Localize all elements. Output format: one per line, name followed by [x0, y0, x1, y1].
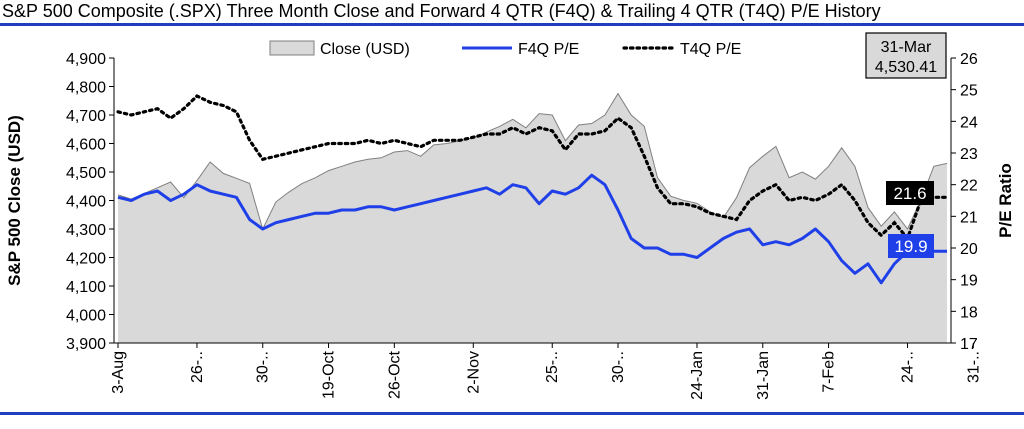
right-tick-label: 21: [960, 209, 978, 226]
right-tick-label: 25: [960, 83, 978, 100]
legend-close-swatch: [269, 40, 315, 56]
callout-value: 4,530.41: [875, 59, 937, 76]
right-tick-label: 17: [960, 336, 978, 353]
legend-f4q-label: F4Q P/E: [518, 41, 579, 58]
f4q-last-label-box: [888, 234, 934, 258]
left-axis-title: S&P 500 Close (USD): [5, 115, 24, 286]
left-tick-label: 4,200: [66, 251, 106, 268]
left-tick-label: 4,000: [66, 308, 106, 325]
chart-title: S&P 500 Composite (.SPX) Three Month Clo…: [2, 1, 881, 21]
legend-close-label: Close (USD): [320, 41, 410, 58]
x-tick-label: 24-..: [900, 351, 917, 383]
x-tick-label: 3-Aug: [110, 351, 127, 394]
left-tick-label: 4,300: [66, 222, 106, 239]
right-tick-label: 20: [960, 241, 978, 258]
x-tick-label: 7-Feb: [821, 351, 838, 393]
bottom-rule: [0, 412, 1024, 415]
x-tick-label: 31-..: [965, 351, 982, 383]
t4q-last-label-box: [886, 181, 934, 205]
t4q-line: [116, 94, 949, 242]
right-tick-label: 19: [960, 273, 978, 290]
right-tick-label: 18: [960, 304, 978, 321]
close-area: [118, 93, 947, 343]
top-rule: [0, 23, 1024, 26]
right-tick-label: 23: [960, 146, 978, 163]
x-tick-label: 30-..: [610, 351, 627, 383]
f4q-line: [117, 173, 947, 285]
left-tick-label: 4,700: [66, 108, 106, 125]
left-tick-label: 4,800: [66, 80, 106, 97]
x-tick-label: 19-Oct: [321, 350, 338, 399]
x-tick-label: 25-..: [544, 351, 561, 383]
right-tick-label: 22: [960, 178, 978, 195]
x-tick-label: 24-Jan: [689, 351, 706, 400]
left-tick-label: 4,500: [66, 165, 106, 182]
left-tick-label: 4,400: [66, 194, 106, 211]
callout-date: 31-Mar: [881, 39, 932, 56]
f4q-last-label: 19.9: [894, 237, 927, 256]
x-tick-label: 26-..: [189, 351, 206, 383]
right-tick-label: 26: [960, 51, 978, 68]
legend-t4q-label: T4Q P/E: [680, 41, 741, 58]
close-line: [117, 92, 948, 231]
left-tick-label: 4,900: [66, 51, 106, 68]
x-tick-label: 30-..: [255, 351, 272, 383]
left-tick-label: 4,600: [66, 137, 106, 154]
t4q-last-label: 21.6: [893, 184, 926, 203]
x-tick-label: 26-Oct: [386, 350, 403, 399]
left-tick-label: 3,900: [66, 336, 106, 353]
left-tick-label: 4,100: [66, 279, 106, 296]
right-tick-label: 24: [960, 114, 978, 131]
x-tick-label: 31-Jan: [755, 351, 772, 400]
callout-box: [865, 32, 947, 79]
right-axis-title: P/E Ratio: [996, 163, 1015, 238]
x-tick-label: 2-Nov: [465, 351, 482, 394]
